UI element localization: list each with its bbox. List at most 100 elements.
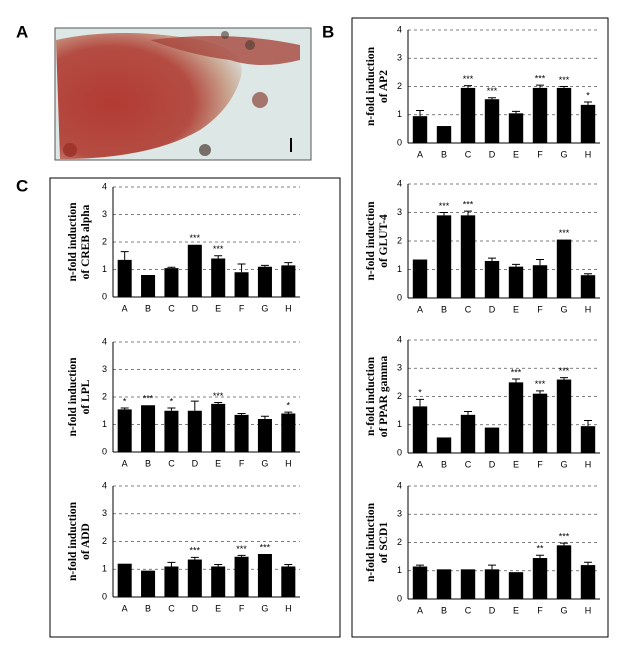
error-bar: [190, 556, 199, 560]
bar: [234, 272, 249, 297]
y-tick-label: 3: [397, 53, 402, 63]
bar: [211, 258, 226, 297]
x-tick-label: E: [215, 303, 221, 313]
significance-label: ***: [559, 531, 570, 541]
error-bar: [237, 263, 246, 273]
error-bar: [416, 110, 424, 117]
bar: [117, 563, 132, 597]
significance-label: *: [170, 396, 174, 406]
error-bar: [120, 251, 129, 260]
bar: [532, 558, 548, 599]
significance-label: ***: [535, 73, 546, 83]
significance-label: ***: [236, 544, 247, 554]
y-tick-label: 1: [397, 109, 402, 119]
panel-frame: [49, 177, 341, 638]
error-bar: [536, 390, 544, 394]
y-tick-label: 0: [102, 446, 107, 456]
bar: [580, 426, 596, 453]
y-tick-label: 3: [102, 508, 107, 518]
y-tick-label: 0: [102, 591, 107, 601]
y-tick-label: 2: [397, 81, 402, 91]
bar: [234, 414, 249, 452]
error-bar: [416, 398, 424, 407]
error-bar: [512, 263, 520, 267]
significance-label: ***: [463, 199, 474, 209]
bar: [187, 244, 202, 297]
bar: [164, 566, 179, 597]
x-tick-label: H: [585, 149, 592, 159]
x-tick-label: D: [192, 603, 199, 613]
bar: [117, 259, 132, 297]
error-bar: [584, 273, 592, 276]
panel-label: C: [16, 176, 28, 195]
y-tick-label: 2: [397, 537, 402, 547]
bar: [187, 410, 202, 452]
y-tick-label: 4: [397, 24, 402, 34]
error-bar: [464, 410, 472, 415]
error-bar: [284, 564, 293, 567]
y-axis-label: of AP2: [378, 70, 390, 103]
error-bar: [512, 378, 520, 383]
bar: [460, 569, 476, 599]
x-tick-label: B: [441, 459, 447, 469]
error-bar: [214, 564, 223, 567]
y-axis-label: of PPAR gamma: [378, 355, 390, 437]
x-tick-label: A: [122, 603, 128, 613]
error-bar: [260, 264, 269, 267]
x-tick-label: F: [537, 459, 543, 469]
x-tick-label: B: [441, 149, 447, 159]
significance-label: *: [586, 90, 590, 100]
x-tick-label: F: [537, 605, 543, 615]
bar: [281, 566, 296, 597]
bar: [436, 126, 452, 143]
bar: [187, 559, 202, 597]
panel-label: B: [322, 22, 334, 41]
y-tick-label: 4: [397, 178, 402, 188]
x-tick-label: D: [489, 304, 496, 314]
bar: [532, 393, 548, 453]
bar: [508, 266, 524, 298]
significance-label: ***: [439, 201, 450, 211]
bar: [257, 553, 272, 597]
y-tick-label: 1: [397, 565, 402, 575]
error-bar: [560, 377, 568, 380]
x-tick-label: C: [465, 304, 472, 314]
y-axis-label: n-fold induction: [67, 357, 79, 437]
y-axis-label: n-fold induction: [67, 202, 79, 282]
y-axis-label: n-fold induction: [365, 356, 377, 436]
x-tick-label: A: [417, 149, 423, 159]
bar: [141, 570, 156, 597]
y-tick-label: 4: [102, 480, 107, 490]
y-tick-label: 4: [102, 181, 107, 191]
y-tick-label: 3: [397, 363, 402, 373]
bar: [460, 87, 476, 143]
bar: [117, 409, 132, 452]
significance-label: ***: [559, 228, 570, 238]
significance-label: ***: [487, 86, 498, 96]
x-tick-label: D: [192, 458, 199, 468]
x-tick-label: D: [192, 303, 199, 313]
x-tick-label: G: [261, 458, 268, 468]
panel-label: A: [16, 22, 28, 41]
error-bar: [167, 407, 176, 411]
x-tick-label: H: [285, 603, 292, 613]
x-tick-label: A: [122, 458, 128, 468]
x-tick-label: C: [465, 149, 472, 159]
bar: [580, 275, 596, 298]
x-tick-label: B: [441, 304, 447, 314]
significance-label: *: [123, 396, 127, 406]
bar: [484, 260, 500, 298]
bar: [211, 566, 226, 597]
y-tick-label: 1: [102, 264, 107, 274]
x-tick-label: H: [585, 605, 592, 615]
y-tick-label: 1: [102, 419, 107, 429]
bar: [257, 419, 272, 452]
bar: [412, 566, 428, 599]
error-bar: [536, 84, 544, 88]
bar: [436, 437, 452, 453]
y-tick-label: 2: [102, 536, 107, 546]
y-tick-label: 4: [397, 334, 402, 344]
bar: [580, 104, 596, 143]
x-tick-label: E: [513, 304, 519, 314]
